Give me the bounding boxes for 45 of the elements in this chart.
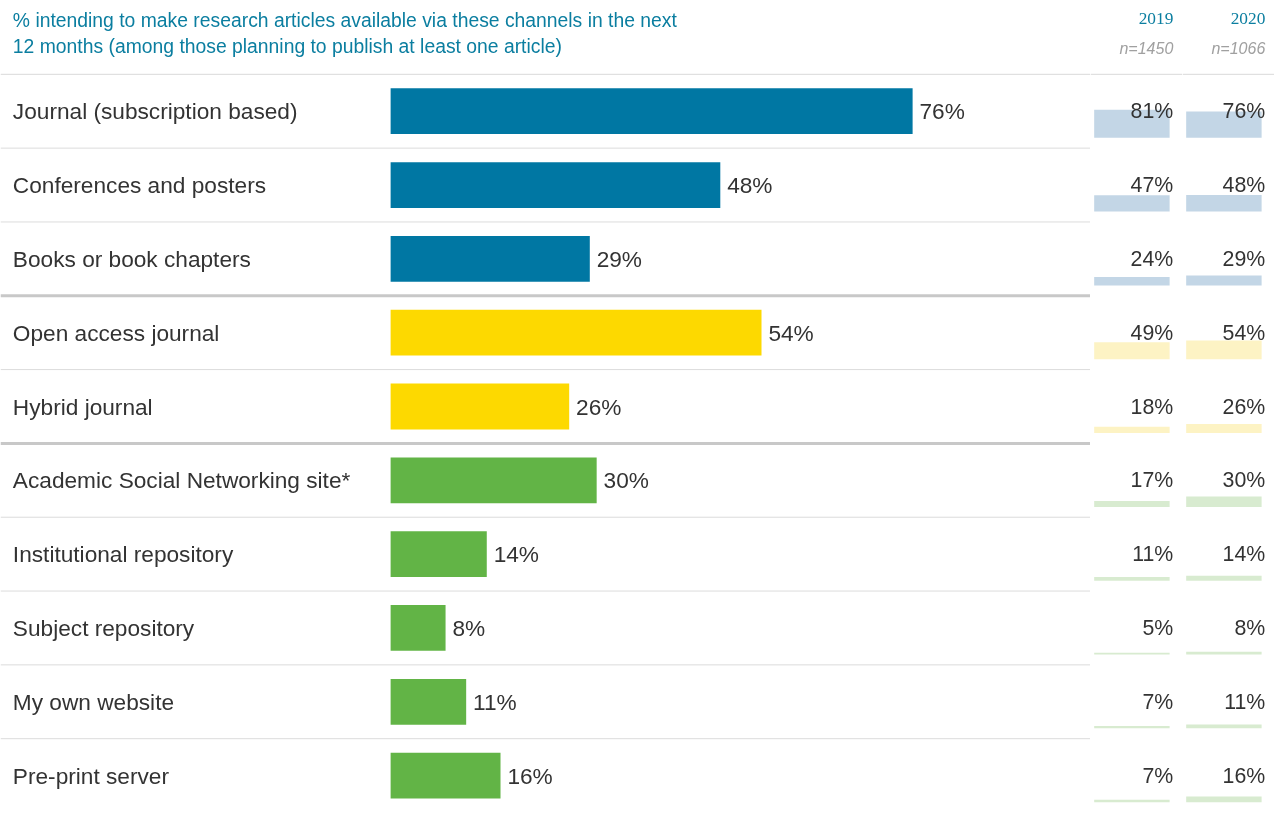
y-tick-label: Conferences and posters bbox=[12, 172, 267, 199]
data-label: 5% bbox=[1142, 615, 1174, 640]
y-tick-label: Subject repository bbox=[12, 614, 195, 641]
data-label: 26% bbox=[1222, 394, 1266, 419]
data-label: 11% bbox=[1132, 542, 1174, 567]
y-tick-label: Journal (subscription based) bbox=[12, 98, 298, 125]
data-label: 16% bbox=[507, 762, 553, 789]
data-label: 54% bbox=[1222, 320, 1266, 345]
y-tick-label: Institutional repository bbox=[12, 541, 234, 568]
data-label: 47% bbox=[1130, 173, 1174, 198]
data-label: 8% bbox=[452, 614, 486, 641]
data-label: 18% bbox=[1130, 394, 1174, 419]
data-label: 30% bbox=[1222, 468, 1266, 493]
data-label: 24% bbox=[1130, 246, 1174, 271]
data-label: 14% bbox=[493, 541, 539, 568]
y-tick-label: My own website bbox=[12, 688, 175, 715]
data-label: 48% bbox=[1222, 173, 1266, 198]
data-label: 8% bbox=[1234, 615, 1266, 640]
text: 2020 bbox=[1230, 9, 1266, 29]
y-tick-label: Books or book chapters bbox=[12, 245, 251, 272]
data-label: 17% bbox=[1130, 468, 1174, 493]
text: n=1450 bbox=[1119, 39, 1174, 57]
data-label: 76% bbox=[1222, 99, 1266, 124]
data-label: 81% bbox=[1130, 99, 1174, 124]
data-label: 14% bbox=[1222, 542, 1266, 567]
data-label: 54% bbox=[768, 319, 814, 346]
data-label: 48% bbox=[727, 172, 773, 199]
data-label: 26% bbox=[576, 393, 622, 420]
chart-title: % intending to make research articles available via these channels in the next 12 months (among those planning to publish at least one article) bbox=[12, 10, 678, 58]
data-label: 30% bbox=[603, 467, 649, 494]
data-label: 29% bbox=[596, 245, 643, 272]
y-tick-label: Academic Social Networking site* bbox=[12, 467, 351, 494]
text: n=1066 bbox=[1211, 39, 1266, 57]
data-label: 76% bbox=[919, 98, 965, 125]
data-label: 7% bbox=[1142, 689, 1174, 714]
data-label: 7% bbox=[1142, 763, 1174, 788]
y-tick-label: Open access journal bbox=[12, 319, 220, 346]
y-tick-label: Hybrid journal bbox=[12, 393, 153, 420]
data-label: 11% bbox=[473, 688, 517, 715]
y-tick-label: Pre-print server bbox=[12, 762, 170, 789]
text: 2019 bbox=[1138, 9, 1174, 29]
data-label: 29% bbox=[1222, 246, 1266, 271]
data-label: 49% bbox=[1130, 320, 1174, 345]
data-label: 11% bbox=[1224, 689, 1266, 714]
data-label: 16% bbox=[1222, 763, 1266, 788]
